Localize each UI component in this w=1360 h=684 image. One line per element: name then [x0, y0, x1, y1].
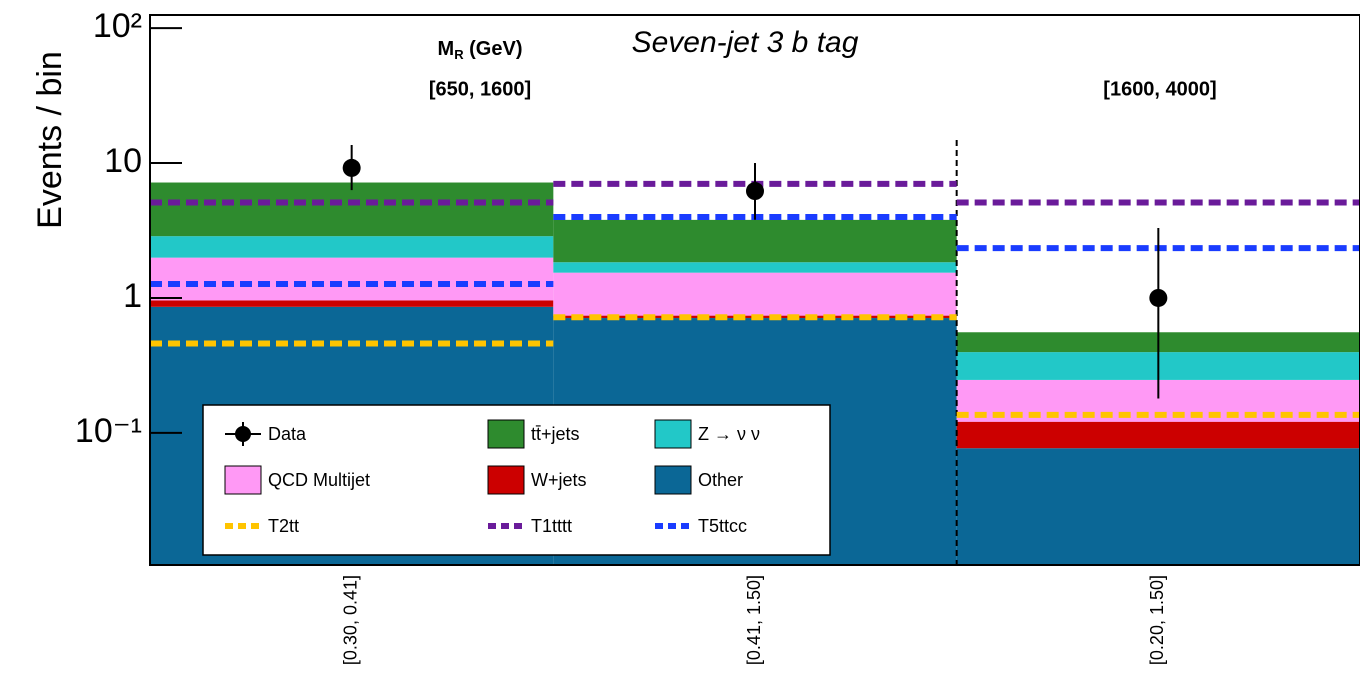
stack-segment — [150, 257, 554, 301]
stack-segment — [150, 300, 554, 307]
mr-subscript: R — [454, 47, 464, 62]
y-tick-label: 10 — [104, 142, 142, 180]
legend-label: W+jets — [531, 470, 587, 490]
legend-label: T5ttcc — [698, 516, 747, 536]
data-point — [342, 158, 361, 177]
stack-segment — [150, 236, 554, 258]
legend-label: tt̄+jets — [531, 424, 580, 444]
channel-label: Seven-jet 3 b tag — [632, 26, 859, 59]
legend-label: T1tttt — [531, 516, 572, 536]
legend-label: QCD Multijet — [268, 470, 370, 490]
legend-label: Z → ν ν — [698, 424, 760, 444]
data-point — [1149, 288, 1168, 307]
stack-segment — [956, 421, 1360, 449]
legend-swatch — [654, 465, 692, 495]
y-tick-label: 10⁻¹ — [75, 412, 142, 450]
legend-swatch — [224, 465, 262, 495]
plot-frame — [149, 14, 1360, 566]
legend-swatch — [235, 426, 251, 442]
legend-swatch — [654, 419, 692, 449]
mr-range: [650, 1600] — [429, 78, 531, 100]
y-tick-label: 10² — [93, 7, 142, 45]
x-tick-label: [0.20, 1.50] — [1147, 575, 1167, 665]
y-tick-label: 1 — [123, 277, 142, 315]
legend-label: T2tt — [268, 516, 299, 536]
stack-segment — [150, 182, 554, 237]
mr-range: [1600, 4000] — [1103, 78, 1216, 100]
mr-symbol: M — [438, 38, 455, 60]
stack-segment — [553, 262, 957, 273]
stack-segment — [956, 448, 1360, 565]
x-tick-label: [0.30, 0.41] — [340, 575, 360, 665]
mr-label: MR (GeV) — [438, 38, 523, 62]
legend-label: Other — [698, 470, 743, 490]
stack-segment — [553, 272, 957, 316]
data-point — [746, 182, 764, 201]
legend: Data tt̄+jets Z → ν ν QCD Multijet W+jets Oth… — [202, 404, 831, 556]
y-axis-label: Events / bin — [31, 51, 69, 229]
mr-unit: (GeV) — [464, 38, 523, 60]
legend-swatch — [487, 419, 525, 449]
legend-label: Data — [268, 424, 307, 444]
legend-swatch — [487, 465, 525, 495]
stack-segment — [553, 219, 957, 263]
x-tick-label: [0.41, 1.50] — [744, 575, 764, 665]
